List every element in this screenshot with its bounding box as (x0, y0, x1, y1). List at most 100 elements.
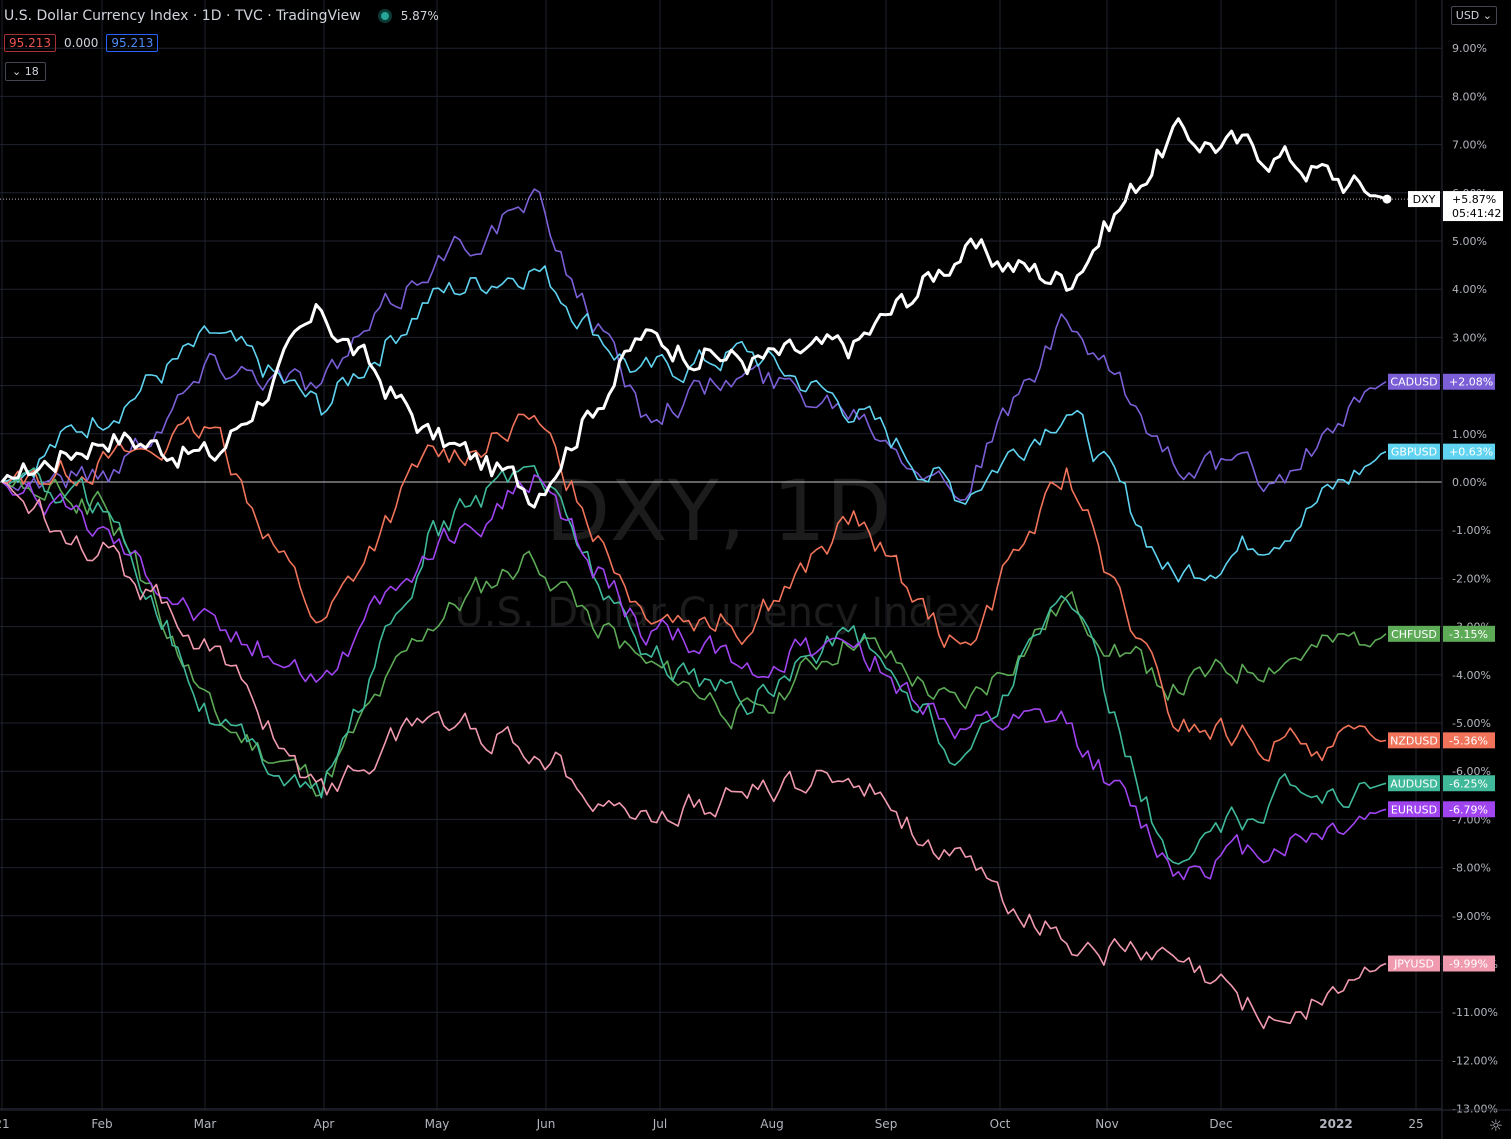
y-tick-label: 0.00% (1452, 476, 1487, 489)
y-tick-label: 7.00% (1452, 139, 1487, 152)
series-name-tag (1388, 443, 1440, 460)
series-name-text: JPYUSD (1393, 958, 1434, 971)
series-line-jpyusd (1, 481, 1387, 1030)
y-tick-label: 1.00% (1452, 428, 1487, 441)
series-line-dxy (0, 117, 1387, 509)
x-tick-label: Feb (91, 1117, 112, 1131)
series-name-tag (1388, 775, 1440, 792)
y-tick-label: -2.00% (1452, 572, 1491, 585)
y-tick-label: -4.00% (1452, 669, 1491, 682)
series-value-text: +0.63% (1449, 446, 1493, 459)
x-tick-label: Dec (1209, 1117, 1232, 1131)
x-tick-label: Sep (875, 1117, 898, 1131)
change-percent: 5.87% (400, 9, 439, 23)
bid-value[interactable]: 95.213 (4, 34, 56, 52)
series-name-text: CADUSD (1390, 376, 1437, 389)
x-tick-label: May (425, 1117, 450, 1131)
series-name-text: AUDUSD (1390, 777, 1438, 790)
settings-gear-icon[interactable]: ☼ (1488, 1116, 1503, 1135)
series-name-text: EURUSD (1391, 803, 1437, 816)
dxy-value-tag (1443, 191, 1503, 222)
series-value-tag (1443, 373, 1495, 390)
series-value-tag (1443, 625, 1495, 642)
ask-value[interactable]: 95.213 (106, 34, 159, 52)
series-name-tag (1388, 801, 1440, 818)
x-tick-label: Mar (194, 1117, 217, 1131)
series-value-text: -5.36% (1449, 734, 1488, 747)
series-line-eurusd (1, 474, 1387, 881)
series-value-tag (1443, 801, 1495, 818)
x-tick-label: 21 (0, 1117, 10, 1131)
y-tick-label: 8.00% (1452, 90, 1487, 103)
x-tick-label: 2022 (1319, 1117, 1352, 1131)
y-tick-label: 5.00% (1452, 235, 1487, 248)
x-tick-label: Aug (760, 1117, 783, 1131)
series-name-text: CHFUSD (1391, 628, 1437, 641)
grid-lines (0, 0, 1442, 1110)
y-tick-label: 9.00% (1452, 42, 1487, 55)
watermark-name: U.S. Dollar Currency Index (454, 590, 981, 636)
x-tick-label: 25 (1408, 1117, 1423, 1131)
y-tick-label: -5.00% (1452, 717, 1491, 730)
spread-value: 0.000 (64, 36, 99, 50)
y-tick-label: -1.00% (1452, 524, 1491, 537)
series-label-cadusd: CADUSD +2.08% (1388, 373, 1495, 390)
series-value-tag (1443, 443, 1495, 460)
series-label-audusd: AUDUSD -6.25% (1388, 775, 1495, 792)
series-label-chfusd: CHFUSD -3.15% (1388, 625, 1495, 642)
series-value-text: -3.15% (1449, 628, 1488, 641)
series-name-tag (1388, 625, 1440, 642)
series-label-gbpusd: GBPUSD +0.63% (1388, 443, 1495, 460)
x-tick-label: Jul (652, 1117, 667, 1131)
dxy-name-tag (1408, 191, 1440, 208)
ohlc-values: 95.213 0.000 95.213 (4, 34, 159, 52)
y-tick-label: 4.00% (1452, 283, 1487, 296)
series-value-tag (1443, 732, 1495, 749)
x-tick-label: Nov (1095, 1117, 1118, 1131)
series-name-text: NZDUSD (1390, 734, 1438, 747)
y-tick-label: -11.00% (1452, 1006, 1498, 1019)
dxy-countdown-text: 05:41:42 (1452, 207, 1501, 220)
y-tick-label: -12.00% (1452, 1054, 1498, 1067)
market-status-icon (380, 12, 389, 20)
chevron-down-icon: ⌄ (12, 65, 22, 78)
x-tick-label: Apr (314, 1117, 335, 1131)
series-line-nzdusd (1, 413, 1387, 762)
series-value-text: +2.08% (1449, 376, 1493, 389)
x-tick-label: Oct (990, 1117, 1011, 1131)
series-name-tag (1388, 955, 1440, 972)
series-line-gbpusd (1, 265, 1387, 583)
y-tick-label: -9.00% (1452, 910, 1491, 923)
dxy-value-text: +5.87% (1452, 193, 1496, 206)
y-tick-label: 3.00% (1452, 331, 1487, 344)
series-label-eurusd: EURUSD -6.79% (1388, 801, 1495, 818)
x-tick-label: Jun (536, 1117, 556, 1131)
currency-button[interactable]: USD ⌄ (1450, 6, 1497, 25)
dxy-name-text: DXY (1413, 193, 1436, 206)
dxy-endpoint-marker (1382, 194, 1392, 204)
chevron-down-icon: ⌄ (1479, 9, 1492, 22)
series-name-tag (1388, 373, 1440, 390)
watermark-symbol: DXY, 1D (545, 462, 890, 560)
indicator-count: 18 (24, 65, 39, 78)
series-value-tag (1443, 775, 1495, 792)
series-value-text: -6.79% (1449, 803, 1488, 816)
chart-header: U.S. Dollar Currency Index · 1D · TVC · … (4, 8, 439, 24)
symbol-title[interactable]: U.S. Dollar Currency Index · 1D · TVC · … (4, 8, 361, 24)
y-tick-label: -8.00% (1452, 862, 1491, 875)
series-line-audusd (1, 464, 1387, 865)
series-value-text: -6.25% (1449, 777, 1488, 790)
y-tick-label: -6.00% (1452, 765, 1491, 778)
series-name-tag (1388, 732, 1440, 749)
series-label-jpyusd: JPYUSD -9.99% (1388, 955, 1495, 972)
series-label-nzdusd: NZDUSD -5.36% (1388, 732, 1495, 749)
series-label-dxy: DXY +5.87%05:41:42 (1408, 191, 1503, 222)
series-line-cadusd (1, 188, 1387, 502)
series-line-chfusd (1, 477, 1387, 797)
series-name-text: GBPUSD (1391, 446, 1437, 459)
series-value-text: -9.99% (1449, 958, 1488, 971)
series-value-tag (1443, 955, 1495, 972)
indicators-toggle-button[interactable]: ⌄ 18 (5, 62, 46, 81)
currency-label: USD (1455, 9, 1480, 22)
